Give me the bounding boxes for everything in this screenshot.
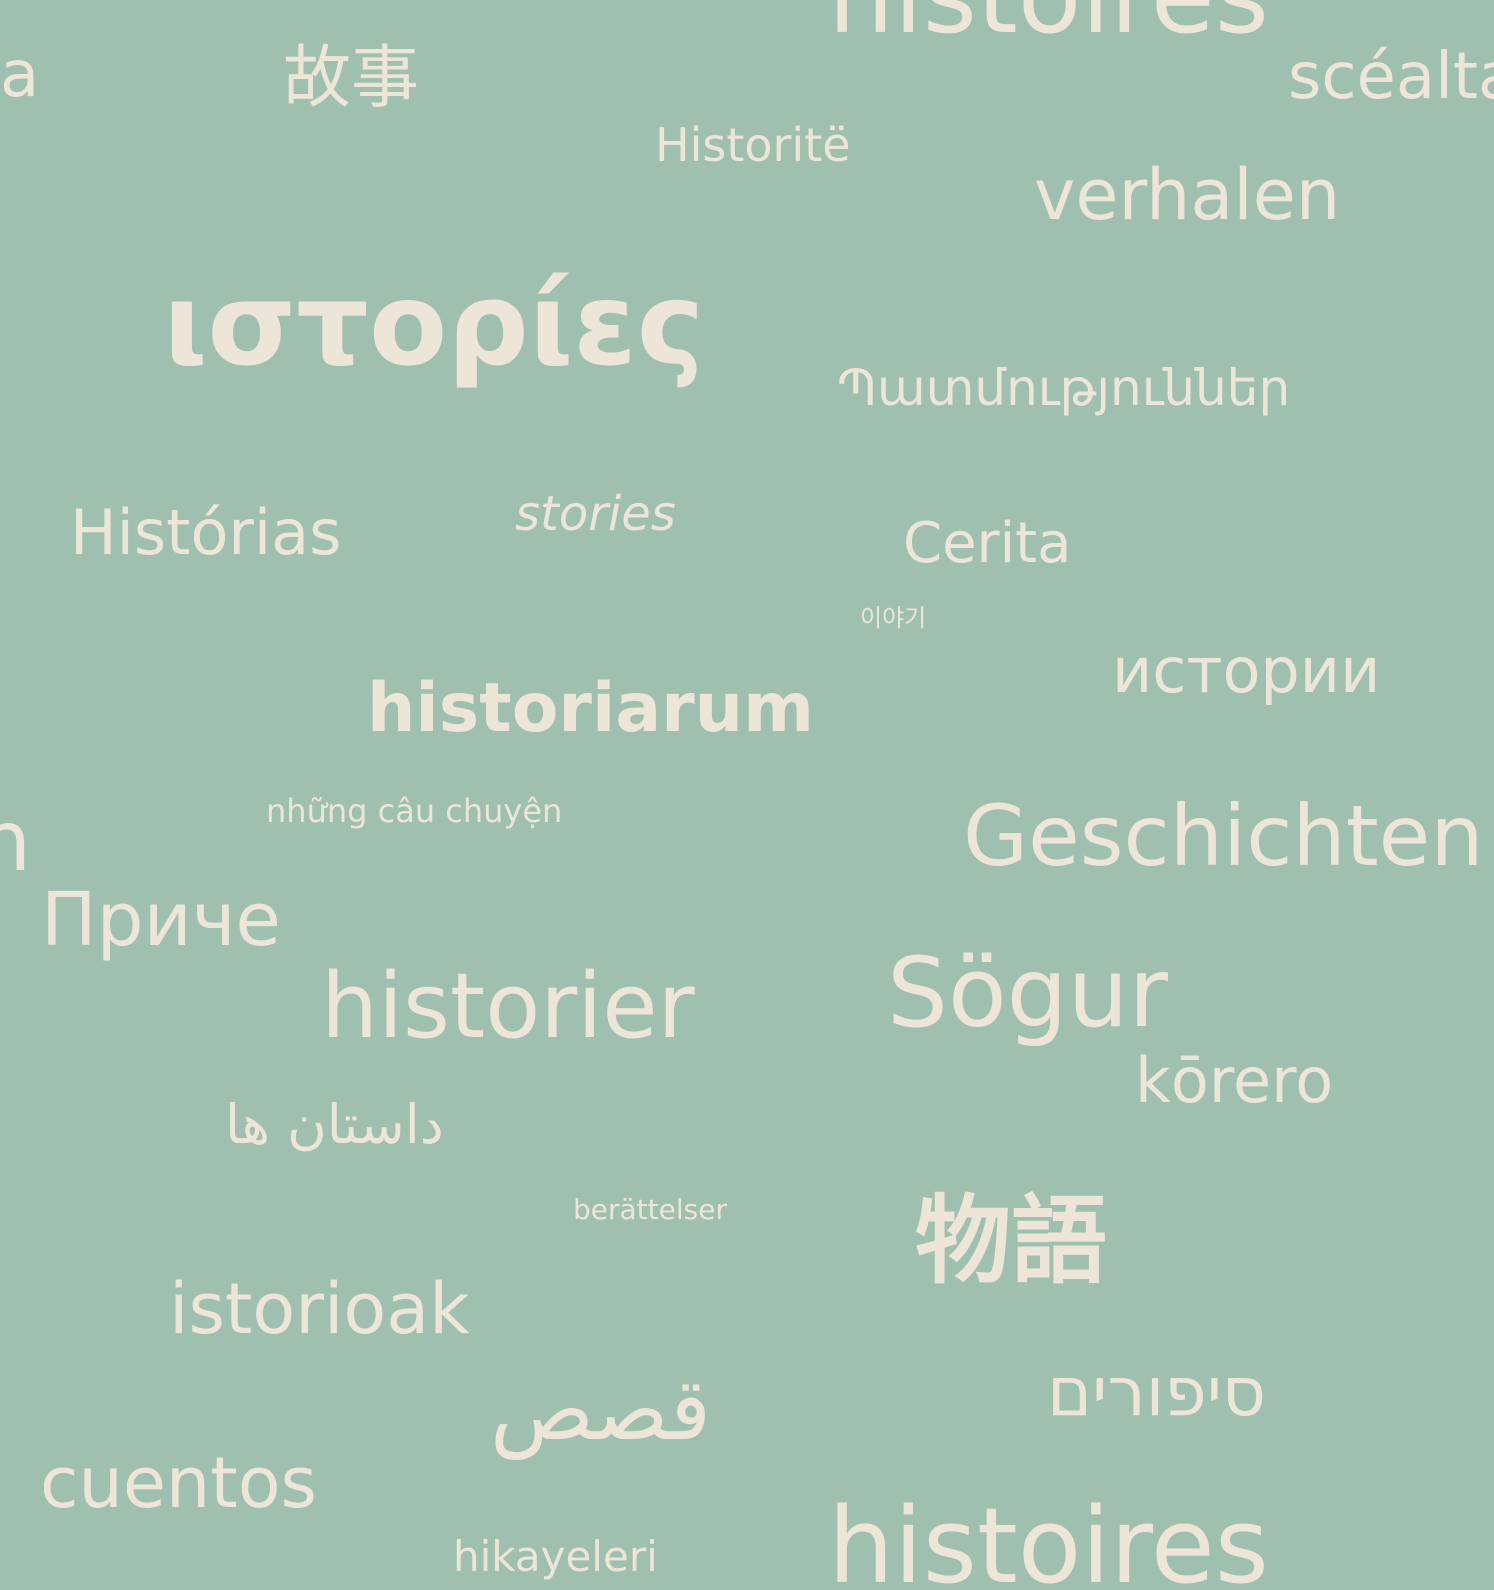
word-qisas: قصص — [490, 1360, 712, 1460]
word-istorioak: istorioak — [169, 1268, 470, 1350]
word-stories: stories — [515, 486, 676, 542]
word-dastan-ha: داستان ها — [225, 1093, 444, 1156]
word-historias: Histórias — [70, 496, 342, 569]
word-monogatari: 物語 — [915, 1185, 1107, 1297]
word-istories: ιστορίες — [163, 258, 705, 391]
word-historier: historier — [321, 954, 695, 1059]
word-scealta: scéalta — [1288, 40, 1494, 114]
word-iyagi: 이야기 — [860, 604, 927, 632]
word-verhalen: verhalen — [1034, 154, 1341, 236]
word-cuentos: cuentos — [40, 1442, 318, 1524]
word-priche: Приче — [41, 877, 281, 963]
word-patmutyunner: Պատմություններ — [837, 359, 1291, 417]
word-fragment-a: a — [0, 38, 40, 112]
word-geschichten: Geschichten — [963, 787, 1484, 885]
word-histoires-bottom: histoires — [828, 1485, 1269, 1590]
word-istorii: истории — [1112, 634, 1381, 707]
word-histoires-top: histoires — [828, 0, 1269, 48]
word-hikayeleri: hikayeleri — [453, 1532, 658, 1581]
word-historiarum: historiarum — [367, 669, 814, 748]
word-korero: kōrero — [1135, 1044, 1334, 1117]
word-berattelser: berättelser — [573, 1193, 727, 1226]
word-nhung-cau-chuyen: những câu chuyện — [266, 792, 563, 830]
word-sogur: Sögur — [887, 937, 1168, 1049]
word-cerita: Cerita — [903, 511, 1072, 576]
word-historite: Historitë — [655, 118, 851, 172]
word-sipurim: סיפורים — [1047, 1353, 1267, 1432]
word-gushi: 故事 — [283, 39, 420, 118]
word-fragment-n: n — [0, 792, 32, 890]
